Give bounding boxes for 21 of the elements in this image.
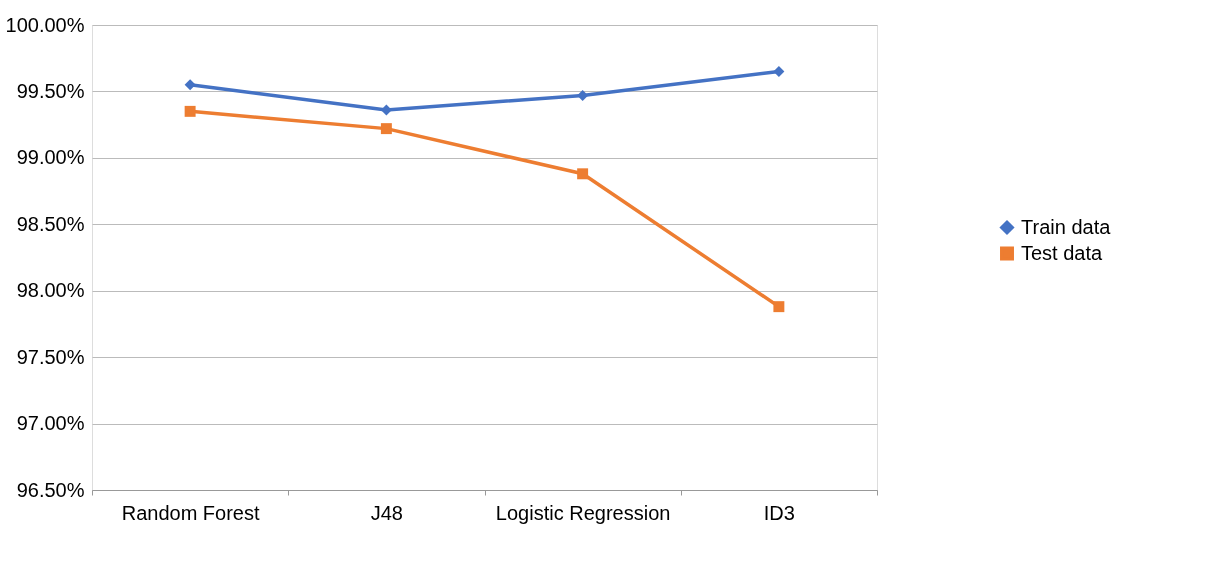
point [184, 105, 196, 117]
y-tick-label: 97.50% [16, 345, 85, 368]
y-tick-label: 98.00% [16, 279, 85, 302]
point [773, 301, 785, 313]
y-tick-label: 96.50% [16, 478, 85, 501]
point [184, 79, 196, 91]
x-tick-label: J48 [370, 501, 403, 524]
point [577, 89, 589, 101]
point [380, 123, 392, 135]
y-tick-label: 100.00% [5, 13, 85, 36]
point [773, 66, 785, 77]
y-tick-label: 98.50% [16, 212, 85, 235]
y-tick-label: 97.00% [16, 412, 85, 435]
y-tick-label: 99.00% [16, 146, 85, 169]
legend-label: Train data [1021, 215, 1112, 238]
x-tick-label: Random Forest [121, 501, 260, 524]
x-tick-label: Logistic Regression [495, 501, 671, 524]
y-tick-label: 99.50% [16, 79, 85, 102]
legend-label: Test data [1021, 241, 1104, 264]
point [577, 168, 589, 180]
x-tick-label: ID3 [763, 501, 795, 524]
